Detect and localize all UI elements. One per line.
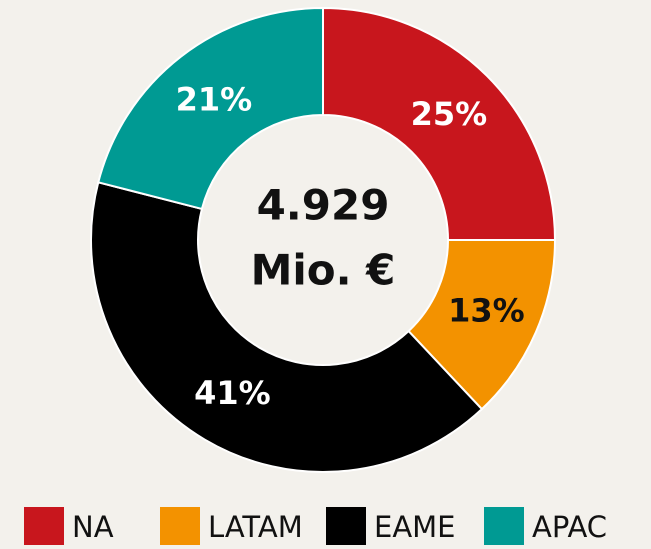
data-label: 13% [448, 292, 525, 330]
legend-label: NA [72, 510, 114, 544]
legend-label: LATAM [208, 510, 303, 544]
center-unit: Mio. € [251, 246, 396, 295]
data-label: 41% [194, 374, 271, 412]
legend-label: APAC [532, 510, 607, 544]
center-value: 4.929 [257, 181, 390, 230]
legend-label: EAME [374, 510, 456, 544]
donut: 25% 13% 41% 21% [90, 6, 557, 473]
legend-swatch [484, 507, 524, 547]
legend: NA LATAM EAME APAC [24, 507, 607, 547]
legend-swatch [160, 507, 200, 547]
data-label: 21% [176, 80, 253, 118]
data-label: 25% [411, 95, 488, 133]
legend-swatch [24, 507, 64, 547]
legend-swatch [326, 507, 366, 547]
slice [90, 181, 484, 473]
slice [322, 6, 557, 241]
slice [97, 6, 324, 211]
